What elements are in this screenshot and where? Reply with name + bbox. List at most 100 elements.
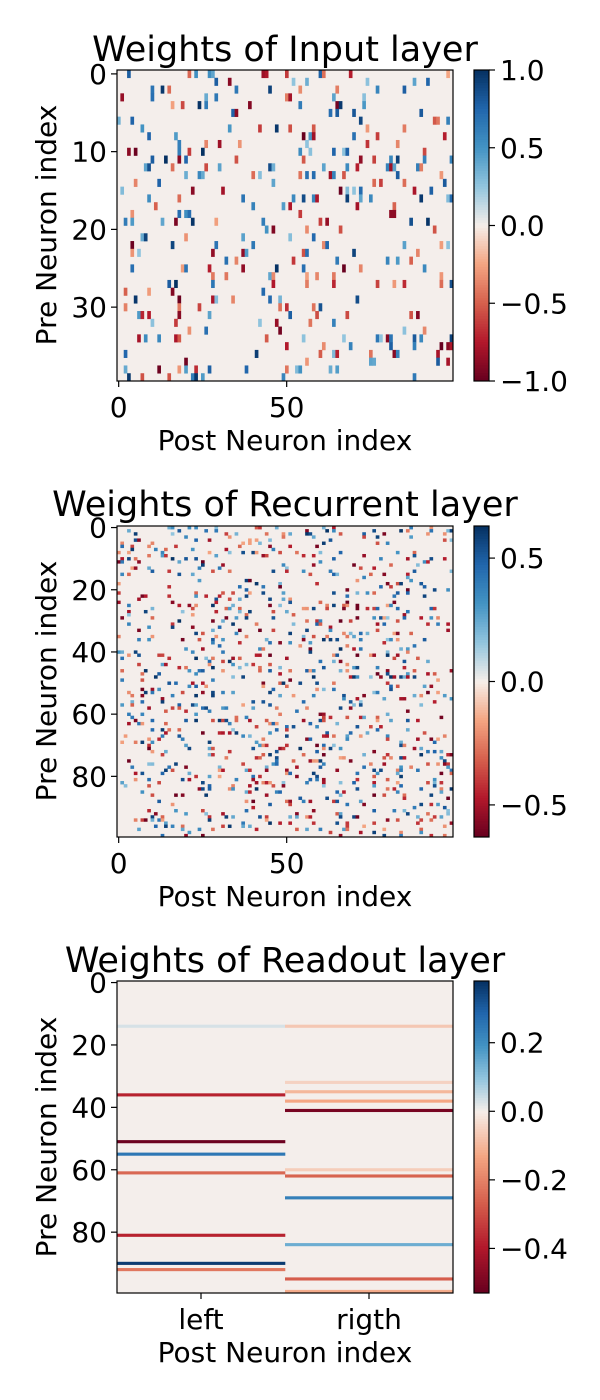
input-layer-cell: [177, 365, 182, 374]
input-layer-cell: [379, 334, 383, 343]
input-layer-cell: [318, 217, 323, 226]
recurrent-layer-cell: [395, 619, 400, 623]
input-layer-cell: [237, 139, 242, 149]
input-layer-cell: [147, 194, 151, 203]
recurrent-layer-cell: [305, 781, 309, 785]
recurrent-layer-cell: [271, 616, 276, 620]
readout-layer-colorbar-segment: [474, 1199, 489, 1203]
recurrent-layer-colorbar-segment: [474, 634, 489, 638]
recurrent-layer-cell: [248, 790, 252, 794]
recurrent-layer-xtick-label: 0: [110, 847, 128, 880]
input-layer-cell: [231, 295, 235, 304]
recurrent-layer-cell: [362, 715, 366, 720]
recurrent-layer-cell: [211, 656, 215, 661]
recurrent-layer-cell: [345, 737, 350, 741]
recurrent-layer-cell: [449, 538, 454, 542]
input-layer-colorbar-segment: [474, 194, 489, 198]
input-layer-colorbar-segment: [474, 347, 489, 351]
recurrent-layer-cell: [301, 634, 306, 639]
recurrent-layer-colorbar-segment: [474, 725, 489, 729]
readout-layer-colorbar-segment: [474, 999, 489, 1003]
recurrent-layer-cell: [271, 547, 276, 552]
recurrent-layer-cell: [157, 818, 161, 822]
recurrent-layer-cell: [342, 756, 346, 760]
recurrent-layer-cell: [133, 650, 138, 654]
input-layer-cell: [311, 132, 316, 141]
recurrent-layer-cell: [147, 544, 151, 549]
recurrent-layer-colorbar-segment: [474, 645, 489, 649]
recurrent-layer-cell: [291, 693, 296, 698]
readout-layer-colorbar-segment: [474, 1004, 489, 1008]
input-layer-cell: [224, 256, 229, 265]
input-layer-cell: [184, 264, 188, 273]
input-layer-cell: [278, 326, 282, 335]
recurrent-layer-cell: [358, 637, 363, 642]
input-layer-colorbar-segment: [474, 259, 489, 263]
recurrent-layer-cell: [261, 753, 266, 757]
recurrent-layer-cell: [201, 563, 205, 567]
recurrent-layer-cell: [274, 721, 279, 726]
input-layer-cell: [221, 186, 225, 195]
readout-layer-cell: [117, 1140, 286, 1144]
recurrent-layer-cell: [321, 743, 326, 748]
input-layer-cell: [338, 186, 343, 195]
recurrent-layer-cell: [362, 802, 366, 807]
recurrent-layer-cell: [133, 771, 138, 776]
readout-layer-colorbar-segment: [474, 1051, 489, 1055]
recurrent-layer-cell: [170, 768, 175, 772]
recurrent-layer-cell: [190, 650, 195, 654]
recurrent-layer-cell: [405, 812, 410, 816]
input-layer-cell: [328, 108, 333, 117]
recurrent-layer-cell: [301, 700, 306, 704]
recurrent-layer-cell: [345, 802, 350, 807]
readout-layer-colorbar-segment: [474, 1243, 489, 1247]
recurrent-layer-cell: [365, 631, 370, 636]
recurrent-layer-cell: [147, 706, 151, 710]
recurrent-layer-colorbar-segment: [474, 580, 489, 584]
recurrent-layer-cell: [335, 572, 340, 577]
input-layer-cell: [227, 124, 232, 133]
readout-layer-background: [117, 981, 453, 1293]
readout-layer-colorbar-segment: [474, 1165, 489, 1169]
recurrent-layer-cell: [301, 718, 306, 723]
input-layer-cell: [335, 349, 340, 358]
recurrent-layer-colorbar-segment: [474, 655, 489, 659]
recurrent-layer-cell: [204, 656, 209, 661]
recurrent-layer-cell: [160, 815, 165, 819]
recurrent-layer-cell: [405, 557, 410, 561]
recurrent-layer-cell: [285, 566, 289, 570]
recurrent-layer-cell: [150, 762, 155, 766]
input-layer-cell: [184, 365, 188, 374]
recurrent-layer-cell: [184, 833, 188, 838]
recurrent-layer-cell: [442, 734, 447, 738]
recurrent-layer-cell: [399, 529, 403, 533]
recurrent-layer-cell: [432, 588, 437, 592]
recurrent-layer-cell: [315, 749, 319, 754]
recurrent-layer-cell: [355, 591, 360, 595]
readout-layer-colorbar-segment: [474, 1074, 489, 1078]
input-layer-cell: [332, 318, 336, 327]
input-layer-colorbar-segment: [474, 233, 489, 237]
input-layer-cell: [137, 311, 141, 320]
recurrent-layer-cell: [422, 594, 427, 598]
input-layer-cell: [201, 147, 205, 156]
recurrent-layer-colorbar-segment: [474, 785, 489, 789]
input-layer-cell: [264, 334, 269, 343]
recurrent-layer-cell: [385, 734, 390, 738]
recurrent-layer-cell: [194, 538, 198, 542]
input-layer-cell: [177, 311, 182, 320]
recurrent-layer-cell: [449, 529, 454, 533]
recurrent-layer-cell: [224, 718, 229, 723]
readout-layer-colorbar-segment: [474, 1256, 489, 1260]
recurrent-layer-cell: [372, 821, 377, 825]
recurrent-layer-cell: [150, 541, 155, 545]
recurrent-layer-cell: [311, 535, 316, 539]
recurrent-layer-cell: [251, 700, 256, 704]
recurrent-layer-cell: [295, 812, 299, 816]
recurrent-layer-cell: [335, 790, 340, 794]
recurrent-layer-cell: [143, 594, 148, 598]
recurrent-layer-cell: [348, 731, 353, 735]
recurrent-layer-cell: [318, 560, 323, 564]
recurrent-layer-colorbar-segment: [474, 601, 489, 605]
input-layer-cell: [231, 108, 235, 117]
